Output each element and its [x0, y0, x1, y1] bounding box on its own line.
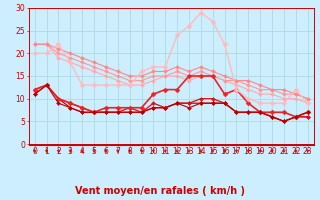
Text: Vent moyen/en rafales ( km/h ): Vent moyen/en rafales ( km/h ) [75, 186, 245, 196]
